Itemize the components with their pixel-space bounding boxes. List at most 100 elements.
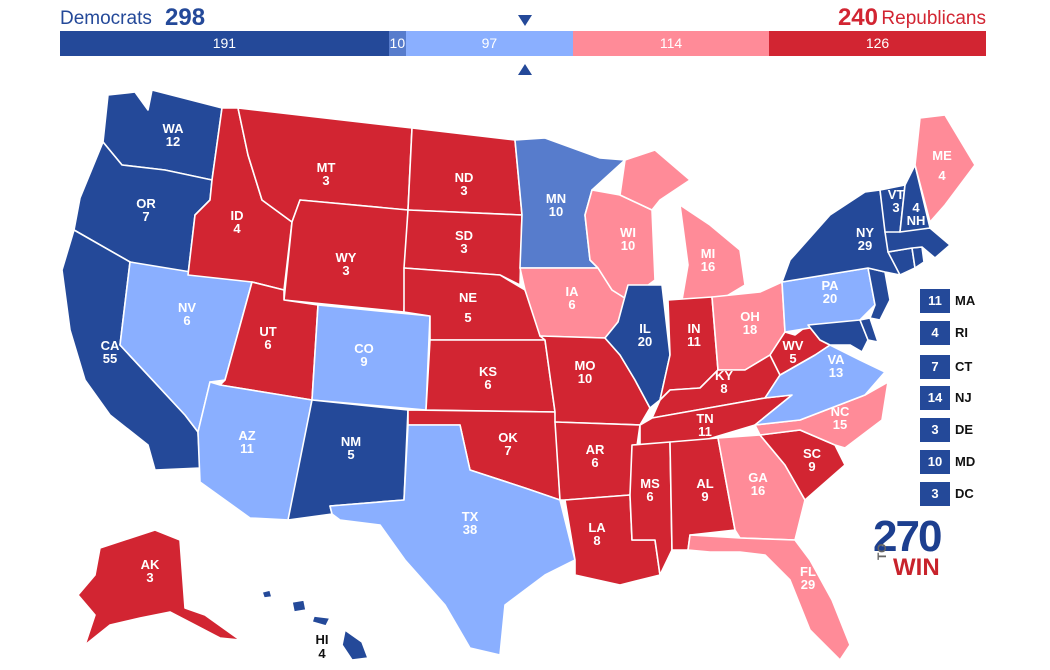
- svg-text:13: 13: [829, 365, 843, 380]
- svg-text:20: 20: [823, 291, 837, 306]
- label-nh: 4NH: [907, 200, 926, 228]
- small-state-md[interactable]: 10 MD: [920, 450, 1010, 474]
- republicans-label: Republicans: [881, 8, 986, 29]
- svg-text:6: 6: [264, 337, 271, 352]
- svg-text:MS: MS: [640, 476, 660, 491]
- state-mi[interactable]: [619, 149, 746, 301]
- state-fl[interactable]: [687, 534, 851, 661]
- state-nh[interactable]: [899, 164, 931, 233]
- svg-text:11: 11: [698, 424, 712, 439]
- svg-text:SD: SD: [455, 228, 473, 243]
- svg-text:5: 5: [347, 447, 354, 462]
- state-tx[interactable]: [329, 424, 576, 656]
- label-ut: UT6: [259, 324, 276, 352]
- threshold-marker-down-icon: [518, 15, 532, 26]
- state-co[interactable]: [311, 304, 431, 411]
- label-wy: WY3: [336, 250, 357, 278]
- state-ma[interactable]: [884, 227, 951, 259]
- svg-text:4: 4: [938, 168, 946, 183]
- svg-text:VA: VA: [827, 352, 845, 367]
- state-il[interactable]: [604, 284, 671, 409]
- svg-text:TX: TX: [462, 509, 479, 524]
- svg-text:29: 29: [801, 577, 815, 592]
- bar-segment-lean-dem[interactable]: 97: [405, 31, 573, 56]
- small-state-votes: 10: [920, 450, 950, 474]
- label-or: OR7: [136, 196, 156, 224]
- svg-text:6: 6: [484, 377, 491, 392]
- svg-text:OK: OK: [498, 430, 518, 445]
- svg-text:KY: KY: [715, 368, 733, 383]
- logo-win: WIN: [893, 554, 940, 581]
- small-state-ct[interactable]: 7 CT: [920, 355, 1010, 379]
- label-ks: KS6: [479, 364, 497, 392]
- bar-segment-safe-rep[interactable]: 126: [769, 31, 986, 56]
- label-sd: SD3: [455, 228, 473, 256]
- svg-text:9: 9: [808, 459, 815, 474]
- small-state-votes: 7: [920, 355, 950, 379]
- svg-text:4: 4: [233, 221, 241, 236]
- bar-segment-likely-dem[interactable]: 10: [388, 31, 406, 56]
- svg-text:WY: WY: [336, 250, 357, 265]
- small-state-nj[interactable]: 14 NJ: [920, 386, 1010, 410]
- state-sd[interactable]: [403, 209, 523, 286]
- democrats-label: Democrats: [60, 8, 152, 29]
- label-id: ID4: [231, 208, 244, 236]
- svg-text:3: 3: [342, 263, 349, 278]
- state-me[interactable]: [914, 114, 976, 223]
- small-state-dc[interactable]: 3 DC: [920, 482, 1010, 506]
- small-state-ma[interactable]: 11 MA: [920, 289, 1010, 313]
- svg-text:CO: CO: [354, 341, 374, 356]
- svg-text:3: 3: [322, 173, 329, 188]
- tally-header: Democrats 298 240 Republicans: [60, 4, 986, 75]
- svg-text:8: 8: [720, 381, 727, 396]
- svg-text:IA: IA: [566, 284, 580, 299]
- svg-text:6: 6: [183, 313, 190, 328]
- state-hi[interactable]: [261, 589, 369, 661]
- svg-text:10: 10: [549, 204, 563, 219]
- state-ak[interactable]: [77, 529, 241, 646]
- svg-text:WI: WI: [620, 225, 636, 240]
- label-ky: KY8: [715, 368, 733, 396]
- svg-text:7: 7: [142, 209, 149, 224]
- svg-text:5: 5: [464, 310, 471, 325]
- label-nd: ND3: [455, 170, 474, 198]
- svg-text:38: 38: [463, 522, 477, 537]
- svg-text:VT: VT: [888, 187, 905, 202]
- svg-text:CA: CA: [101, 338, 120, 353]
- svg-text:MI: MI: [701, 246, 715, 261]
- small-state-ri[interactable]: 4 RI: [920, 321, 1010, 345]
- 270towin-logo[interactable]: 270 TO WIN: [873, 512, 945, 584]
- svg-text:3: 3: [892, 200, 899, 215]
- svg-text:18: 18: [743, 322, 757, 337]
- state-de[interactable]: [859, 317, 879, 343]
- electoral-vote-bar: 191 10 97 114 126: [60, 31, 986, 56]
- small-state-votes: 11: [920, 289, 950, 313]
- svg-text:20: 20: [638, 334, 652, 349]
- svg-text:OR: OR: [136, 196, 156, 211]
- small-state-de[interactable]: 3 DE: [920, 418, 1010, 442]
- bar-segment-safe-dem[interactable]: 191: [60, 31, 389, 56]
- svg-text:9: 9: [360, 354, 367, 369]
- label-me: ME 4: [932, 148, 952, 183]
- svg-text:5: 5: [789, 351, 796, 366]
- svg-text:UT: UT: [259, 324, 276, 339]
- svg-text:16: 16: [701, 259, 715, 274]
- bar-segment-lean-rep[interactable]: 114: [572, 31, 770, 56]
- svg-text:ND: ND: [455, 170, 474, 185]
- svg-text:6: 6: [646, 489, 653, 504]
- state-ri[interactable]: [911, 246, 925, 269]
- label-ok: OK7: [498, 430, 518, 458]
- label-ar: AR6: [586, 442, 605, 470]
- small-state-abbr: MD: [955, 454, 976, 469]
- label-ms: MS6: [640, 476, 660, 504]
- state-wy[interactable]: [283, 199, 409, 313]
